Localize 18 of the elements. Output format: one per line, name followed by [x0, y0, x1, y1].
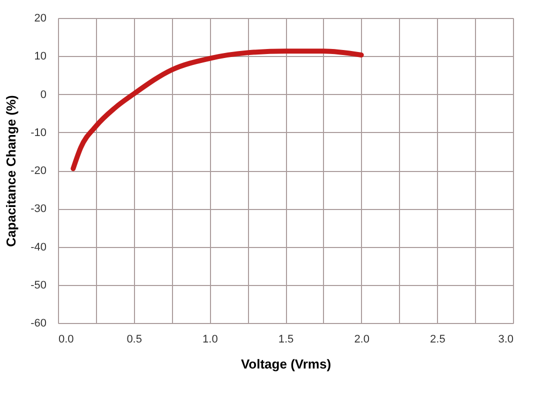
y-tick-label: -10: [30, 126, 46, 139]
y-tick-label: 10: [34, 50, 46, 63]
x-tick-label: 2.5: [430, 334, 446, 346]
x-axis-title: Voltage (Vrms): [240, 356, 332, 372]
x-tick-label: 3.0: [498, 334, 514, 346]
y-tick-label: -50: [30, 279, 46, 292]
x-tick-label: 1.5: [278, 334, 294, 346]
x-tick-label: 2.0: [354, 334, 370, 346]
x-tick-label: 0.5: [126, 334, 142, 346]
y-tick-label: 0: [40, 88, 46, 101]
y-axis-title: Capacitance Change (%): [4, 95, 19, 247]
y-tick-label: -60: [30, 318, 46, 330]
x-tick-label: 1.0: [202, 334, 218, 346]
y-tick-label: 20: [34, 12, 46, 24]
y-tick-label: -20: [30, 165, 46, 177]
y-tick-label: -40: [30, 241, 46, 254]
x-tick-label: 0.0: [58, 334, 74, 346]
y-tick-label: -30: [30, 203, 46, 216]
